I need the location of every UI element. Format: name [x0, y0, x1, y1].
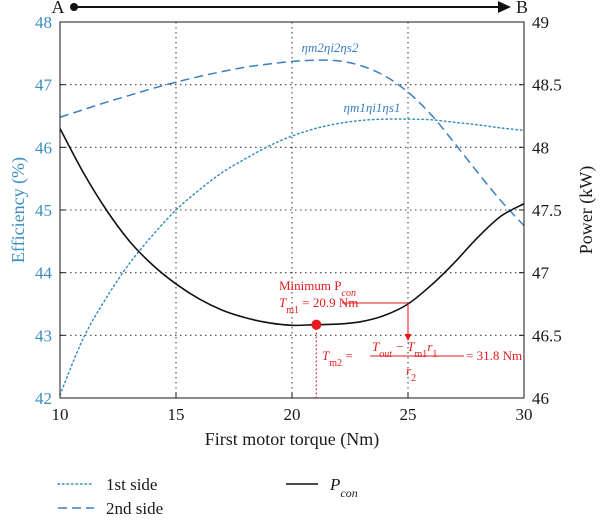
y-left-tick-label: 47	[35, 76, 53, 95]
annotation-arrow-head	[404, 334, 412, 341]
y-right-tick-label: 46.5	[532, 326, 562, 345]
y-right-tick-label: 48	[532, 138, 549, 157]
legend-label-2nd-side: 2nd side	[106, 499, 163, 516]
y-right-tick-label: 48.5	[532, 76, 562, 95]
x-tick-label: 10	[52, 405, 69, 424]
top-arrow: A B	[52, 0, 529, 17]
y-right-tick-label: 49	[532, 13, 549, 32]
y-right-tick-label: 47.5	[532, 201, 562, 220]
curve-labels: ηm1ηi1ηs1 ηm2ηi2ηs2	[302, 40, 401, 115]
x-axis-title: First motor torque (Nm)	[205, 429, 379, 450]
y-left-tick-label: 46	[35, 138, 52, 157]
y-left-tick-label: 42	[35, 389, 52, 408]
legend: 1st side 2nd side Pcon	[57, 475, 358, 518]
annotation-tm2-value: = 31.8 Nm	[466, 348, 522, 363]
y-left-tick-label: 44	[35, 264, 53, 283]
series-layer	[59, 59, 525, 396]
legend-label-1st-side: 1st side	[106, 475, 157, 494]
legend-label-pcon: Pcon	[329, 475, 358, 500]
y-left-tick-label: 45	[35, 201, 52, 220]
series-line-pcon	[59, 128, 525, 327]
y-right-tick-label: 47	[532, 264, 550, 283]
annotation-tm2-numerator: Tout − Tm1r1	[372, 339, 437, 360]
arrow-head	[498, 1, 511, 13]
y-left-tick-label: 48	[35, 13, 52, 32]
minimum-point-marker	[311, 319, 322, 330]
x-tick-label: 25	[400, 405, 417, 424]
annotation-tm2-denominator: r2	[406, 363, 416, 384]
annotation-tm2-lhs: Tm2 =	[322, 348, 353, 369]
x-tick-label: 15	[168, 405, 185, 424]
y-axis-left-title: Efficiency (%)	[8, 157, 29, 263]
annotation-minimum-label: Minimum Pcon	[279, 278, 356, 299]
x-tick-label: 20	[284, 405, 301, 424]
series-line-2nd-side	[59, 59, 525, 227]
arrow-end-label: B	[516, 0, 528, 17]
tick-layer: 10 15 20 25 30 42 43 44 45 46 47 48 46 46.5 47 47.5 48 48…	[35, 13, 562, 424]
y-left-tick-label: 43	[35, 326, 52, 345]
y-axis-right-title: Power (kW)	[576, 166, 597, 254]
label-layer: First motor torque (Nm) Efficiency (%) P…	[8, 157, 597, 450]
curve-label-2nd-side: ηm2ηi2ηs2	[302, 40, 359, 55]
grid-lines	[60, 22, 524, 398]
y-right-tick-label: 46	[532, 389, 549, 408]
arrow-start-label: A	[52, 0, 65, 17]
annotation-tm1: Tm1 = 20.9 Nm	[279, 295, 358, 316]
x-tick-label: 30	[516, 405, 533, 424]
curve-label-1st-side: ηm1ηi1ηs1	[344, 100, 401, 115]
